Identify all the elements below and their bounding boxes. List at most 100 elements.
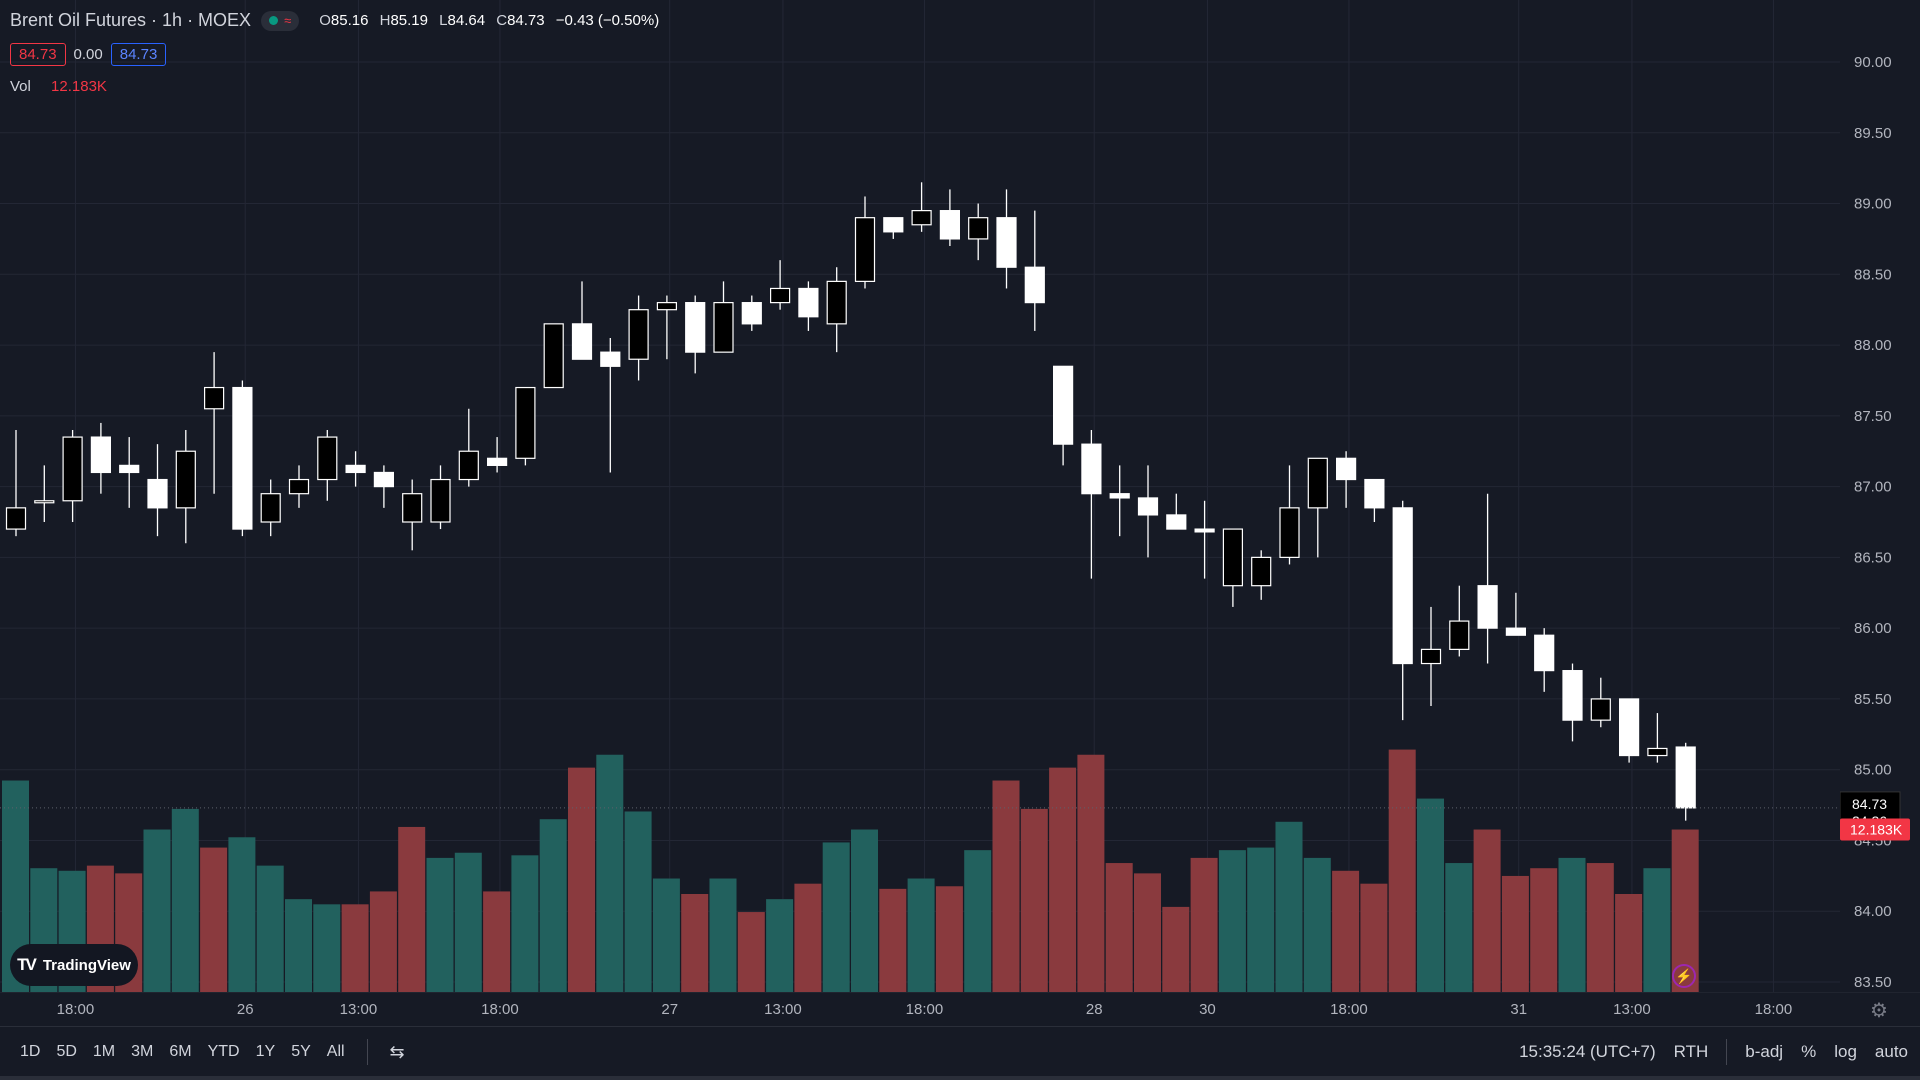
volume-bar	[454, 852, 482, 992]
chart-legend: Brent Oil Futures · 1h · MOEX ≈ O85.16 H…	[10, 10, 666, 95]
range-button-1m[interactable]: 1M	[92, 1043, 116, 1060]
candle-body	[911, 210, 932, 226]
range-button-3m[interactable]: 3M	[131, 1043, 154, 1060]
candle-body	[90, 436, 112, 474]
volume-bar	[483, 891, 511, 992]
range-button-6m[interactable]: 6M	[169, 1043, 192, 1060]
candle-body	[798, 287, 819, 318]
settings-gear-icon[interactable]: ⚙	[1870, 1000, 1888, 1022]
candle-body	[656, 302, 678, 311]
price-change: −0.43 (−0.50%)	[555, 12, 660, 29]
range-button-5d[interactable]: 5D	[56, 1043, 77, 1060]
percent-toggle[interactable]: %	[1801, 1042, 1817, 1061]
volume-bar	[539, 819, 567, 992]
volume-bar	[1134, 873, 1161, 992]
buy-price-box[interactable]: 84.73	[110, 43, 167, 66]
volume-bar	[907, 878, 935, 992]
volume-bar	[1275, 821, 1303, 992]
range-button-all[interactable]: All	[326, 1043, 345, 1060]
candle-body	[1251, 556, 1272, 587]
volume-bar	[1558, 857, 1586, 992]
volume-bar	[1303, 857, 1331, 992]
volume-bar	[709, 878, 737, 992]
candle-body	[487, 457, 508, 466]
range-button-1d[interactable]: 1D	[20, 1043, 41, 1060]
volume-bar	[341, 904, 369, 992]
sell-price-box[interactable]: 84.73	[10, 43, 66, 66]
range-selector: 1D 5D 1M 3M 6M YTD 1Y 5Y All	[12, 1043, 353, 1061]
volume-bar	[1360, 883, 1388, 992]
volume-bar	[822, 842, 850, 992]
tv-logo-icon: TV	[17, 955, 37, 974]
scrollbar-strip	[0, 1076, 1920, 1080]
volume-bar	[398, 826, 426, 992]
candle-body	[1392, 507, 1413, 665]
time-tick-label: 18:00	[57, 1001, 95, 1018]
volume-bar	[596, 754, 624, 992]
volume-bar	[171, 808, 199, 992]
candle-body	[543, 323, 564, 389]
volume-badge-label: 12.183K	[1850, 822, 1903, 838]
volume-bar	[1586, 863, 1614, 992]
candle-body	[1449, 620, 1470, 650]
volume-legend[interactable]: Vol 12.183K	[10, 78, 107, 95]
candle-body	[571, 323, 593, 360]
price-tick-label: 86.00	[1854, 620, 1892, 637]
range-button-1y[interactable]: 1Y	[255, 1043, 276, 1060]
auto-toggle[interactable]: auto	[1874, 1042, 1908, 1061]
price-tick-label: 89.50	[1854, 125, 1892, 142]
date-range-icon[interactable]: ⇆	[389, 1041, 405, 1062]
adjust-toggle[interactable]: b-adj	[1745, 1042, 1784, 1061]
candle-body	[1109, 493, 1130, 499]
toolbar-divider	[366, 1039, 368, 1065]
candle-body	[628, 309, 649, 360]
time-tick-label: 30	[1199, 1001, 1216, 1018]
volume-bar	[1473, 829, 1501, 992]
time-tick-label: 18:00	[1330, 1001, 1368, 1018]
candle-body	[119, 464, 140, 474]
volume-bar	[1445, 863, 1473, 992]
candle-body	[317, 436, 338, 481]
candle-body	[1335, 457, 1357, 481]
volume-bar	[511, 855, 539, 992]
market-status-pill[interactable]: ≈	[261, 10, 300, 31]
price-tick-label: 88.50	[1854, 266, 1892, 283]
volume-bar	[1077, 754, 1105, 992]
status-group: 15:35:24 (UTC+7) RTH b-adj % log auto	[1519, 1027, 1908, 1077]
volume-bar	[851, 829, 878, 992]
candle-body	[1222, 528, 1244, 587]
clock[interactable]: 15:35:24 (UTC+7)	[1519, 1042, 1656, 1061]
session-toggle[interactable]: RTH	[1673, 1042, 1709, 1061]
candle-body	[1081, 443, 1102, 495]
volume-bar	[285, 899, 312, 992]
time-tick-label: 18:00	[481, 1001, 519, 1018]
volume-bar	[1388, 749, 1416, 992]
volume-bar	[1049, 767, 1077, 992]
volume-bar	[228, 837, 256, 992]
price-tick-label: 84.00	[1854, 903, 1892, 920]
time-tick-label: 27	[661, 1001, 678, 1018]
candle-body	[996, 217, 1017, 268]
range-button-5y[interactable]: 5Y	[291, 1043, 311, 1060]
candle-body	[883, 217, 904, 233]
symbol-title[interactable]: Brent Oil Futures · 1h · MOEX	[10, 10, 252, 30]
price-tick-label: 85.00	[1854, 762, 1892, 779]
range-button-ytd[interactable]: YTD	[207, 1043, 240, 1060]
time-axis[interactable]: 18:00 26 13:00 18:00 27 13:00 18:00 28 30 18:00 31…	[0, 992, 1920, 1026]
candlestick-chart[interactable]	[0, 0, 1840, 992]
candle-body	[232, 386, 253, 530]
time-tick-label: 31	[1510, 1001, 1527, 1018]
lightning-icon[interactable]: ⚡	[1672, 964, 1696, 988]
log-toggle[interactable]: log	[1834, 1042, 1857, 1061]
time-tick-label: 26	[237, 1001, 254, 1018]
price-tick-label: 83.50	[1854, 974, 1892, 991]
candle-body	[1534, 634, 1555, 672]
volume-bar	[1643, 868, 1671, 992]
price-tick-label: 90.00	[1854, 54, 1892, 71]
candle-body	[1675, 746, 1696, 809]
candle-body	[685, 302, 706, 353]
price-axis[interactable]: 90.00 89.50 89.00 88.50 88.00 87.50 87.00 86.50…	[1840, 0, 1920, 992]
candle-body	[430, 478, 451, 523]
tradingview-logo[interactable]: TV TradingView	[10, 944, 138, 986]
candle-body	[968, 217, 989, 240]
